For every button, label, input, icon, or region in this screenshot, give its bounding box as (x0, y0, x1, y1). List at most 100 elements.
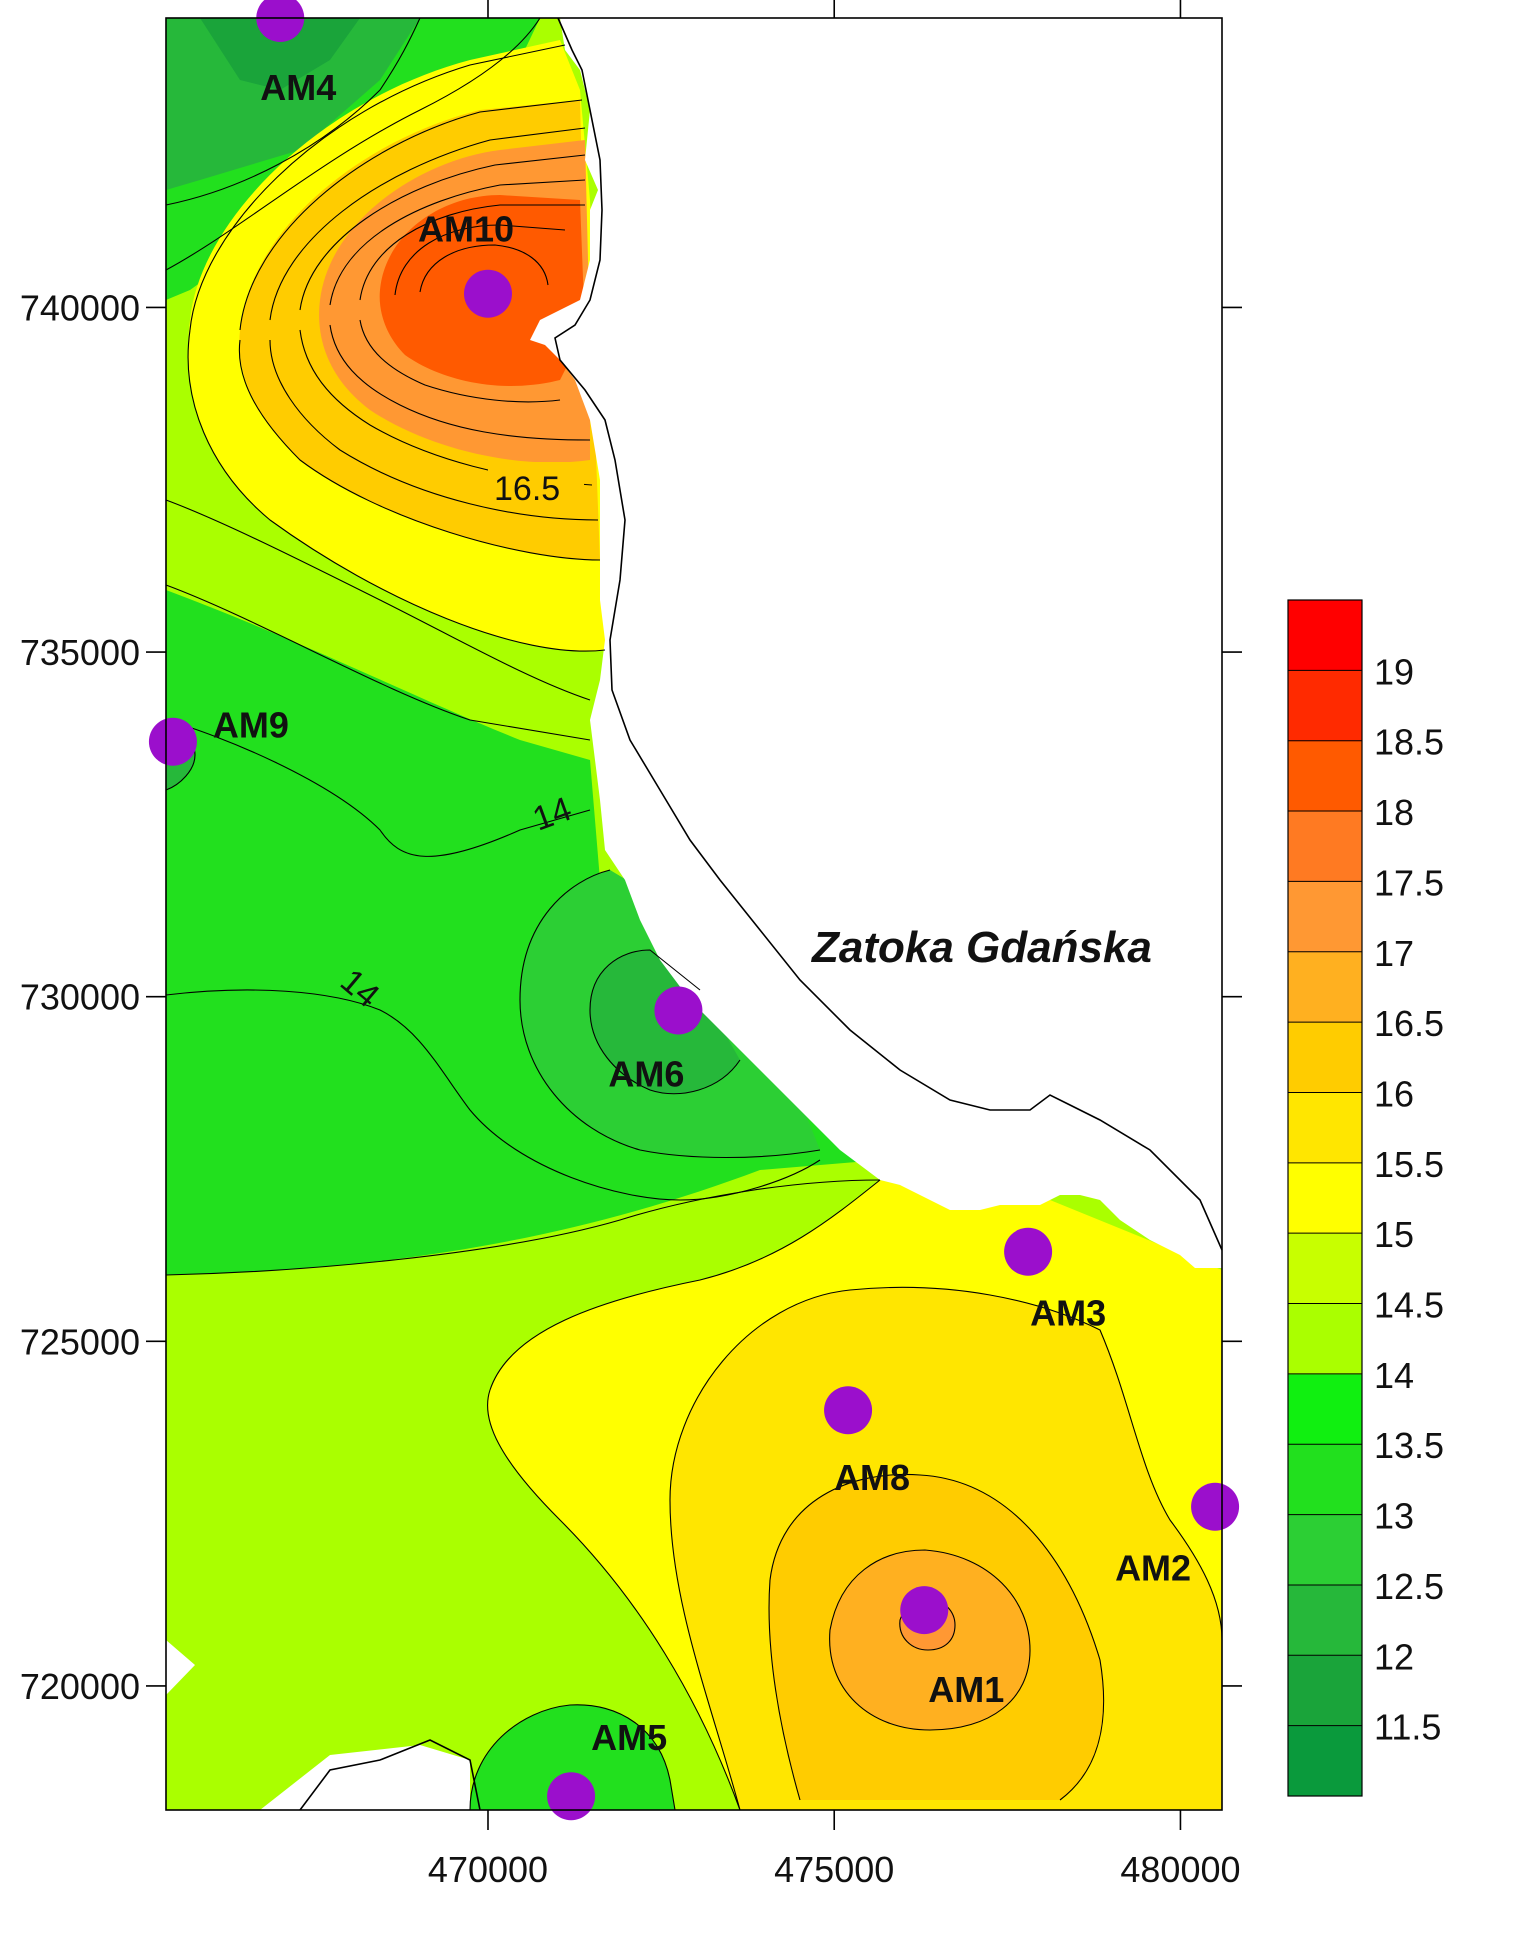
contour-line (519, 999, 821, 1159)
legend-swatch (1288, 670, 1362, 742)
legend-swatch (1288, 1514, 1362, 1586)
y-tick-label: 735000 (20, 632, 140, 673)
legend-swatch (1288, 1444, 1362, 1516)
station-label: AM8 (834, 1457, 910, 1498)
legend-label: 14 (1374, 1355, 1414, 1396)
x-tick-label: 470000 (428, 1849, 548, 1890)
y-tick-label: 740000 (20, 287, 140, 328)
contour-line (329, 324, 591, 441)
contour-line (238, 339, 601, 561)
contour-lines (165, 17, 1223, 1811)
contour-line (769, 1473, 1105, 1801)
contour-line (489, 1179, 881, 1391)
legend-swatch (1288, 1162, 1362, 1234)
station-label: AM3 (1030, 1293, 1106, 1334)
axis-ticks (146, 0, 1242, 1830)
legend-swatch (1288, 1584, 1362, 1656)
station-label: AM4 (260, 67, 336, 108)
y-tick-label: 725000 (20, 1321, 140, 1362)
contour-line (519, 869, 611, 1001)
legend-swatch (1288, 1233, 1362, 1305)
station-label: AM2 (1115, 1548, 1191, 1589)
legend-frame (1287, 599, 1363, 1797)
legend-label: 16.5 (1374, 1003, 1444, 1044)
legend-label: 18 (1374, 792, 1414, 833)
contour-line (239, 99, 583, 331)
station-label: AM9 (213, 705, 289, 746)
legend-label: 13 (1374, 1496, 1414, 1537)
legend-swatch (1288, 811, 1362, 882)
contour-line (269, 339, 599, 521)
sea-label: Zatoka Gdańska (810, 923, 1152, 972)
map-frame (165, 17, 1223, 1811)
y-tick-label: 720000 (20, 1666, 140, 1707)
contour-line (359, 319, 561, 403)
contour-line (829, 1549, 1031, 1731)
contour-line (329, 179, 586, 306)
contour-line (299, 154, 586, 311)
legend-swatch (1288, 1022, 1362, 1093)
legend-colorbar: 19 18.5 18 17.5 17 16.5 16 15.5 15 14.5 14 13.5 13 12… (1287, 599, 1444, 1797)
coastline (554, 17, 1223, 1251)
sea-area (530, 18, 1222, 1268)
legend-swatch (1288, 1303, 1362, 1375)
contour-line (269, 127, 586, 321)
station-label: AM1 (928, 1669, 1004, 1710)
legend-label: 17 (1374, 933, 1414, 974)
contour-line (189, 44, 566, 331)
legend-swatch (1288, 881, 1362, 953)
contour-line (165, 989, 821, 1201)
legend-swatch (1288, 951, 1362, 1023)
station-marker (900, 1586, 949, 1635)
contour-line (669, 1286, 1223, 1641)
station-label: AM6 (608, 1053, 684, 1094)
contour-line (165, 1179, 881, 1276)
contour-line (165, 17, 541, 271)
station-marker (654, 986, 703, 1035)
contour-line (768, 1579, 801, 1801)
legend-label: 15 (1374, 1214, 1414, 1255)
station-marker (256, 0, 305, 42)
coastline-south (299, 1739, 481, 1811)
sea-patch-southwest (166, 1640, 195, 1695)
contour-line (165, 719, 591, 857)
stations: AM4 AM10 AM9 AM6 AM3 AM8 AM2 AM1 AM5 (148, 0, 1240, 1821)
legend-swatch (1288, 740, 1362, 812)
legend-swatch (1288, 1092, 1362, 1164)
contour-line (359, 204, 585, 301)
contour-line (187, 329, 606, 652)
contour-line (165, 17, 421, 206)
station-marker (148, 717, 197, 766)
station-marker (1004, 1227, 1053, 1276)
contour-line (487, 1389, 741, 1811)
legend-label: 14.5 (1374, 1285, 1444, 1326)
axis-labels: 470000 475000 480000 740000 735000 730000 7250… (20, 287, 1241, 1890)
contour-line (589, 949, 701, 1011)
contour-line (669, 1499, 741, 1811)
station-label: AM10 (418, 209, 514, 250)
legend-label: 16 (1374, 1073, 1414, 1114)
contour-line (165, 584, 591, 741)
zone-darkergreen-am4 (200, 18, 360, 90)
legend-label: 18.5 (1374, 722, 1444, 763)
station-label: AM5 (591, 1717, 667, 1758)
legend-label: 12 (1374, 1636, 1414, 1677)
legend-swatch (1288, 1373, 1362, 1445)
contour-line (165, 499, 591, 701)
zone-green-am5 (470, 1704, 675, 1810)
legend-swatch (1288, 1725, 1362, 1797)
contour-line (419, 244, 549, 293)
contour-line (394, 224, 566, 296)
y-tick-label: 730000 (20, 977, 140, 1018)
x-tick-label: 480000 (1120, 1849, 1240, 1890)
legend-label: 13.5 (1374, 1425, 1444, 1466)
station-marker (1191, 1482, 1240, 1531)
x-tick-label: 475000 (774, 1849, 894, 1890)
legend-label: 11.5 (1374, 1707, 1441, 1748)
color-zones (166, 18, 1223, 1810)
contour-line (589, 1009, 741, 1095)
legend-label: 19 (1374, 651, 1414, 692)
legend-label: 12.5 (1374, 1566, 1444, 1607)
station-marker (547, 1772, 596, 1821)
